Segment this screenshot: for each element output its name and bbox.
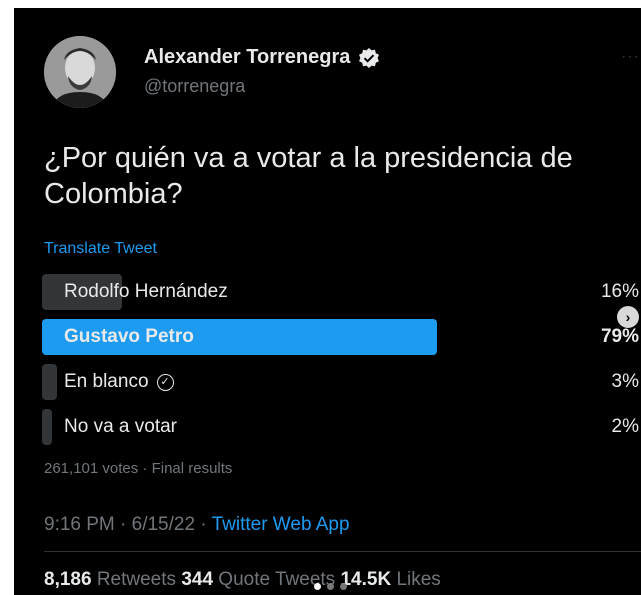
carousel-dot[interactable]: [340, 583, 347, 590]
poll-option-percent: 3%: [611, 371, 639, 392]
quote-tweets-label[interactable]: Quote Tweets: [213, 569, 341, 590]
retweets-count[interactable]: 8,186: [44, 569, 92, 590]
poll-option-label: Rodolfo Hernández: [64, 281, 228, 302]
check-circle-icon: ✓: [156, 373, 174, 391]
author-name[interactable]: Alexander Torrenegra: [144, 46, 351, 68]
poll-option-percent: 2%: [611, 416, 639, 437]
next-arrow-icon[interactable]: ›: [617, 306, 639, 328]
poll-option: No va a votar 2%: [42, 409, 639, 445]
translate-link[interactable]: Translate Tweet: [44, 240, 157, 257]
poll-option: Rodolfo Hernández 16%: [42, 274, 639, 310]
carousel-dot[interactable]: [327, 583, 334, 590]
more-options-icon[interactable]: ···: [621, 48, 640, 65]
verified-badge-icon: [358, 47, 380, 69]
divider: [44, 551, 641, 552]
poll-option-label: No va a votar: [64, 416, 177, 437]
poll: Rodolfo Hernández 16% Gustavo Petro 79% …: [42, 274, 639, 454]
likes-label[interactable]: Likes: [391, 569, 441, 590]
avatar[interactable]: [44, 36, 116, 108]
source-app-link[interactable]: Twitter Web App: [211, 514, 350, 535]
poll-option-label: En blanco: [64, 371, 149, 392]
likes-count[interactable]: 14.5K: [340, 569, 392, 590]
poll-summary: 261,101 votes · Final results: [44, 460, 233, 477]
tweet-header: Alexander Torrenegra @torrenegra: [44, 36, 604, 110]
carousel-dot[interactable]: [314, 583, 321, 590]
tweet-meta: 9:16 PM · 6/15/22 · Twitter Web App: [44, 514, 350, 536]
tweet-card: Alexander Torrenegra @torrenegra ··· ¿Po…: [14, 8, 641, 595]
poll-option-bar: [42, 364, 57, 400]
tweet-timestamp[interactable]: 9:16 PM · 6/15/22 ·: [44, 514, 212, 535]
poll-option-label: Gustavo Petro: [64, 326, 194, 347]
engagement-stats: 8,186 Retweets 344 Quote Tweets 14.5K Li…: [44, 569, 441, 591]
poll-option-bar: [42, 319, 437, 355]
poll-option: En blanco ✓ 3%: [42, 364, 639, 400]
poll-option-bar: [42, 409, 52, 445]
retweets-label[interactable]: Retweets: [91, 569, 182, 590]
poll-option-percent: 16%: [600, 281, 639, 302]
poll-option: Gustavo Petro 79%: [42, 319, 639, 355]
quote-tweets-count[interactable]: 344: [181, 569, 214, 590]
tweet-text: ¿Por quién va a votar a la presidencia d…: [44, 142, 573, 210]
poll-option-percent: 79%: [600, 326, 639, 347]
name-row: Alexander Torrenegra: [144, 46, 380, 69]
poll-option-bar: [42, 274, 122, 310]
carousel-dots: [314, 583, 347, 590]
author-handle[interactable]: @torrenegra: [144, 76, 246, 96]
